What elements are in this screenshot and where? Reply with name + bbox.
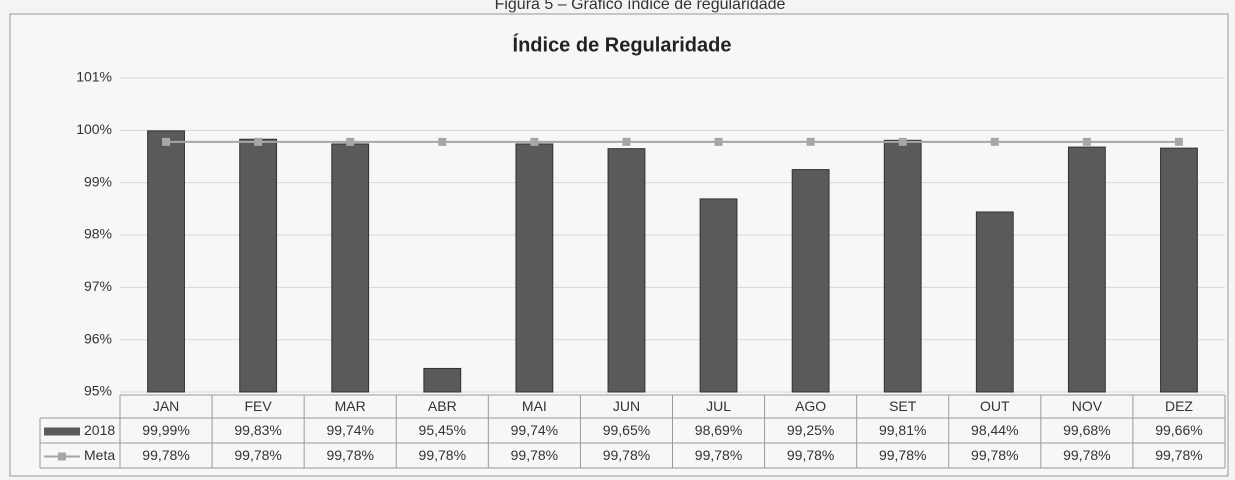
x-tick-label: JUL — [706, 398, 731, 414]
y-tick-label: 101% — [76, 69, 112, 85]
bar — [423, 367, 462, 393]
x-tick-label: AGO — [795, 398, 826, 414]
meta-marker — [898, 137, 907, 146]
x-tick-label: MAI — [522, 398, 547, 414]
value-label: 99,81% — [879, 422, 926, 438]
x-tick-label: NOV — [1072, 398, 1103, 414]
value-label: 99,78% — [879, 447, 926, 463]
x-tick-label: DEZ — [1165, 398, 1193, 414]
value-label: 99,78% — [1155, 447, 1202, 463]
legend-marker — [58, 452, 66, 461]
value-label: 99,78% — [787, 447, 834, 463]
caption: Figura 5 – Gráfico índice de regularidad… — [495, 0, 786, 13]
x-tick-label: JAN — [153, 398, 179, 414]
y-tick-label: 97% — [84, 278, 112, 294]
value-label: 99,83% — [234, 422, 281, 438]
value-label: 99,78% — [326, 447, 373, 463]
chart-title: Índice de Regularidade — [513, 33, 732, 56]
x-tick-label: SET — [889, 398, 917, 414]
bar — [147, 130, 185, 393]
value-label: 99,78% — [1063, 447, 1110, 463]
bar — [975, 211, 1014, 393]
value-label: 99,78% — [695, 447, 742, 463]
bar — [1160, 147, 1198, 393]
legend-label: Meta — [84, 447, 115, 463]
meta-marker — [806, 137, 815, 146]
bar — [239, 138, 278, 393]
meta-marker — [530, 137, 539, 146]
value-label: 99,78% — [603, 447, 650, 463]
meta-marker — [162, 137, 171, 146]
x-tick-label: OUT — [980, 398, 1010, 414]
bar — [883, 139, 922, 393]
value-label: 98,44% — [971, 422, 1018, 438]
meta-marker — [1174, 137, 1183, 146]
legend-swatch — [44, 427, 80, 436]
meta-marker — [438, 137, 447, 146]
value-label: 99,78% — [511, 447, 558, 463]
value-label: 99,74% — [326, 422, 373, 438]
meta-marker — [714, 137, 723, 146]
value-label: 99,25% — [787, 422, 834, 438]
y-tick-label: 100% — [76, 121, 112, 137]
value-label: 99,66% — [1155, 422, 1202, 438]
x-tick-label: ABR — [428, 398, 457, 414]
x-tick-label: FEV — [245, 398, 273, 414]
y-tick-label: 96% — [84, 330, 112, 346]
x-tick-label: MAR — [335, 398, 366, 414]
y-tick-label: 99% — [84, 173, 112, 189]
legend-label: 2018 — [84, 422, 115, 438]
value-label: 99,78% — [234, 447, 281, 463]
meta-marker — [990, 137, 999, 146]
value-label: 99,78% — [971, 447, 1018, 463]
value-label: 99,99% — [142, 422, 189, 438]
value-label: 99,74% — [511, 422, 558, 438]
value-label: 98,69% — [695, 422, 742, 438]
bar — [699, 198, 738, 393]
value-label: 99,78% — [419, 447, 466, 463]
meta-marker — [1082, 137, 1091, 146]
x-tick-label: JUN — [613, 398, 640, 414]
meta-marker — [254, 137, 263, 146]
bar — [607, 148, 646, 393]
value-label: 99,78% — [142, 447, 189, 463]
bar — [1067, 146, 1106, 393]
y-tick-label: 98% — [84, 226, 112, 242]
y-tick-label: 95% — [84, 383, 112, 399]
bar — [515, 143, 554, 393]
value-label: 99,65% — [603, 422, 650, 438]
value-label: 95,45% — [419, 422, 466, 438]
bar — [791, 169, 830, 393]
bar — [331, 143, 370, 393]
meta-marker — [622, 137, 631, 146]
value-label: 99,68% — [1063, 422, 1110, 438]
meta-marker — [346, 137, 355, 146]
